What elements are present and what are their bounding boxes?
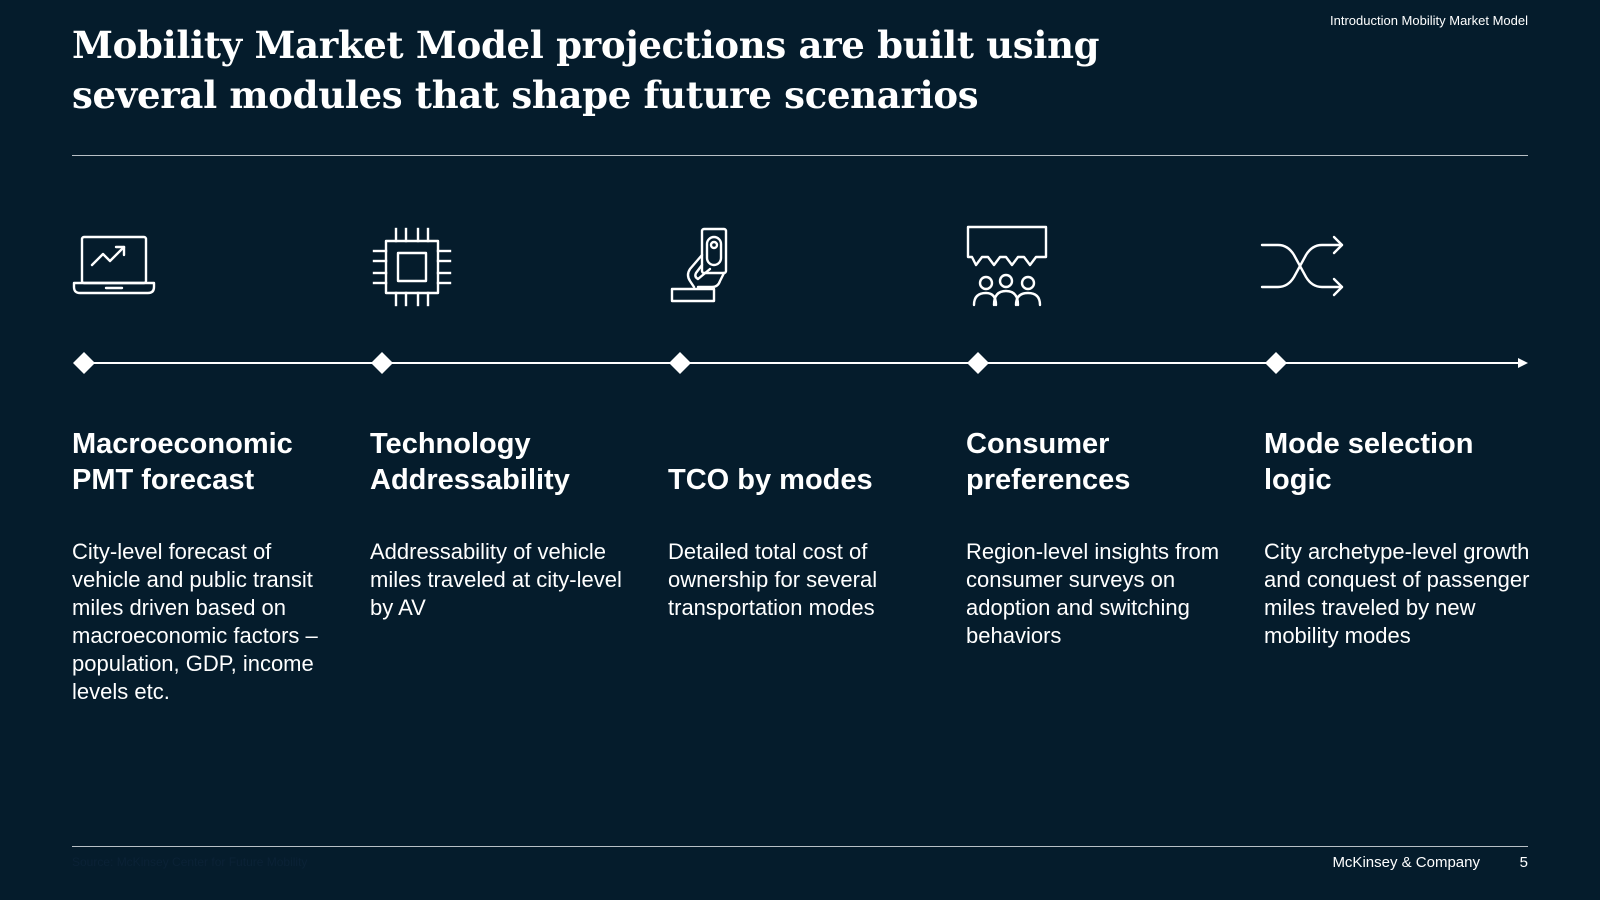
shuffle-arrows-icon xyxy=(1260,225,1344,309)
brand-name: McKinsey & Company xyxy=(1332,854,1480,871)
timeline-marker xyxy=(73,352,95,374)
timeline-marker xyxy=(1265,352,1287,374)
timeline-marker xyxy=(669,352,691,374)
step-heading: TCO by modes xyxy=(668,464,873,496)
timeline-marker xyxy=(371,352,393,374)
source-note: Source: McKinsey Center for Future Mobil… xyxy=(72,855,308,869)
people-speech-icon xyxy=(966,225,1050,309)
step-heading: Consumer preferences xyxy=(966,428,1131,496)
step-description: Region-level insights from consumer surv… xyxy=(966,539,1220,648)
step-description: Addressability of vehicle miles traveled… xyxy=(370,539,622,620)
step-heading: Technology Addressability xyxy=(370,428,570,496)
page-number: 5 xyxy=(1519,854,1528,871)
page-title: Mobility Market Model projections are bu… xyxy=(72,23,1100,117)
timeline-arrowhead xyxy=(1518,358,1528,368)
hand-cash-icon xyxy=(666,225,750,309)
timeline-marker xyxy=(967,352,989,374)
step-heading: Macroeconomic PMT forecast xyxy=(72,428,293,496)
title-divider xyxy=(72,155,1528,156)
step-heading: Mode selection logic xyxy=(1264,428,1474,496)
laptop-chart-icon xyxy=(72,225,156,309)
microchip-icon xyxy=(370,225,454,309)
breadcrumb: Introduction Mobility Market Model xyxy=(1330,13,1528,28)
footer-divider xyxy=(72,846,1528,847)
step-description: Detailed total cost of ownership for sev… xyxy=(668,539,878,620)
step-description: City archetype-level growth and conquest… xyxy=(1264,539,1530,648)
step-description: City-level forecast of vehicle and publi… xyxy=(72,539,318,704)
